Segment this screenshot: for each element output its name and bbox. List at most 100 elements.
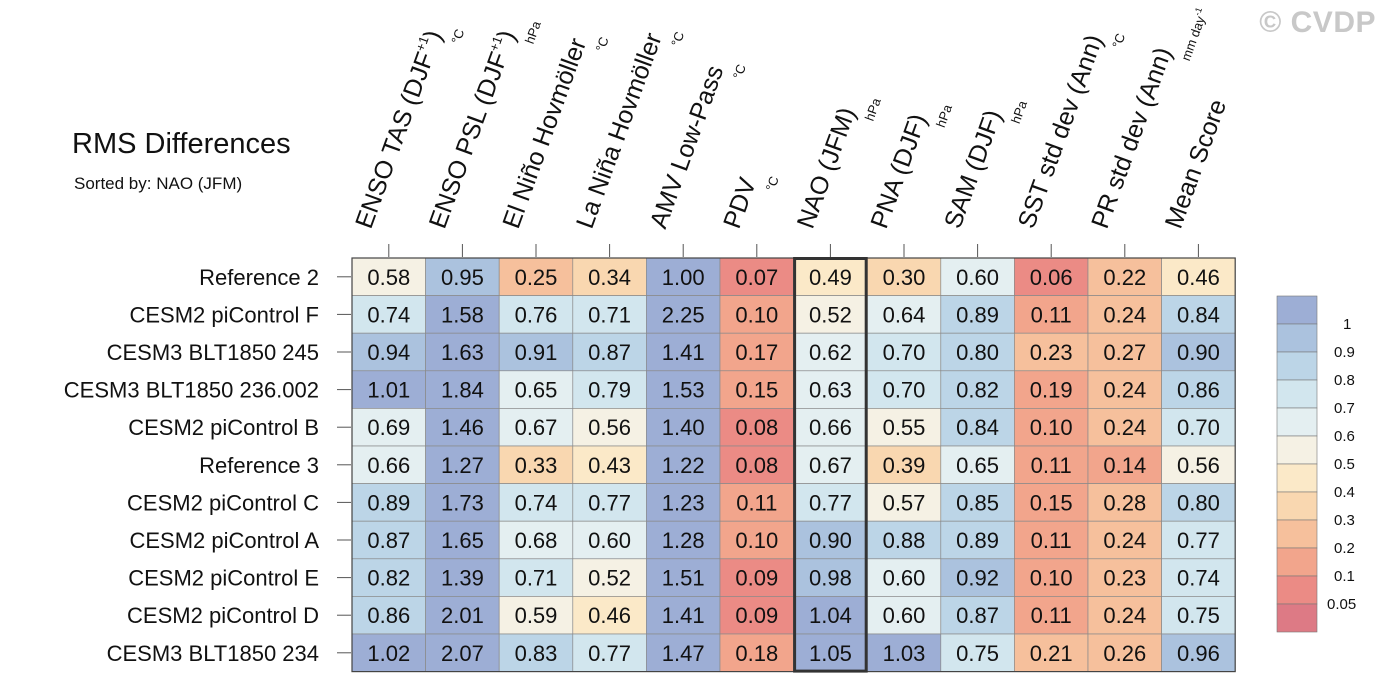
column-header: PDV °C <box>718 174 782 232</box>
heatmap-cell <box>793 520 868 560</box>
cell-value: 1.73 <box>441 490 484 515</box>
cell-value: 1.63 <box>441 340 484 365</box>
svg-text:Mean Score: Mean Score <box>1160 96 1232 232</box>
colorbar-swatch <box>1276 379 1318 409</box>
heatmap-cell <box>866 520 942 560</box>
cell-value: 1.01 <box>367 378 410 403</box>
heatmap-cell <box>646 445 721 484</box>
heatmap-cell <box>646 332 721 372</box>
heatmap-cell <box>351 445 426 484</box>
heatmap-cell <box>940 332 1015 372</box>
colorbar-label: 0.7 <box>1334 400 1355 417</box>
heatmap-cell <box>1087 370 1162 409</box>
cell-value: 0.95 <box>441 265 484 290</box>
cell-value: 0.30 <box>883 265 926 290</box>
svg-text:PDV: PDV <box>718 174 762 232</box>
heatmap-cell <box>572 558 647 597</box>
heatmap-cell <box>1014 408 1089 447</box>
heatmap-cell <box>572 633 647 672</box>
cell-value: 1.65 <box>441 528 484 553</box>
heatmap-cell <box>425 483 500 522</box>
cell-value: 0.80 <box>1177 490 1220 515</box>
heatmap-cell <box>498 633 574 672</box>
heatmap-cell <box>1014 445 1089 484</box>
cell-value: 0.52 <box>809 302 852 327</box>
cell-value: 0.77 <box>588 490 631 515</box>
cell-value: 0.87 <box>367 528 410 553</box>
row-label: CESM3 BLT1850 245 <box>107 340 319 365</box>
heatmap-cell <box>1014 332 1089 372</box>
row-label: CESM2 piControl D <box>127 603 319 628</box>
cell-value: 0.74 <box>1177 566 1220 591</box>
cell-value: 0.89 <box>367 490 410 515</box>
row-label: Reference 3 <box>199 453 319 478</box>
cell-value: 0.10 <box>1030 415 1073 440</box>
cell-value: 0.09 <box>735 603 778 628</box>
heatmap-cell <box>940 596 1015 635</box>
heatmap-cell <box>1087 633 1162 672</box>
cell-value: 0.77 <box>588 641 631 666</box>
cell-value: 0.70 <box>1177 415 1220 440</box>
cell-value: 0.83 <box>515 641 558 666</box>
cell-value: 1.22 <box>662 453 705 478</box>
heatmap-cell <box>572 408 647 447</box>
cell-value: 0.64 <box>883 302 926 327</box>
column-unit: °C <box>763 174 782 193</box>
cell-value: 0.46 <box>1177 265 1220 290</box>
column-unit: hPa <box>933 102 955 130</box>
heatmap-cell <box>351 408 426 447</box>
heatmap-cell <box>572 257 647 296</box>
cell-value: 1.28 <box>662 528 705 553</box>
cell-value: 0.10 <box>735 528 778 553</box>
cell-value: 1.02 <box>367 641 410 666</box>
cell-value: 1.39 <box>441 566 484 591</box>
cell-value: 0.18 <box>735 641 778 666</box>
cell-value: 0.96 <box>1177 641 1220 666</box>
cell-value: 0.24 <box>1103 415 1146 440</box>
heatmap-cell <box>1014 370 1089 409</box>
cell-value: 2.07 <box>441 641 484 666</box>
cell-value: 0.28 <box>1103 490 1146 515</box>
cell-value: 0.98 <box>809 566 852 591</box>
cell-value: 0.82 <box>956 378 999 403</box>
row-label: CESM2 piControl A <box>129 528 319 553</box>
heatmap-cell <box>1161 295 1236 334</box>
heatmap-cell <box>719 596 794 635</box>
colorbar-swatch <box>1276 491 1318 521</box>
cell-value: 1.23 <box>662 490 705 515</box>
cell-value: 1.84 <box>441 378 484 403</box>
cell-value: 0.60 <box>883 603 926 628</box>
cell-value: 0.71 <box>588 302 631 327</box>
cell-value: 1.53 <box>662 378 705 403</box>
cell-value: 0.82 <box>367 566 410 591</box>
cell-value: 0.90 <box>809 528 852 553</box>
cell-value: 0.55 <box>883 415 926 440</box>
cell-value: 0.62 <box>809 340 852 365</box>
row-label: CESM2 piControl C <box>127 490 319 515</box>
cell-value: 0.11 <box>1031 453 1072 478</box>
cell-value: 0.21 <box>1030 641 1073 666</box>
cell-value: 0.67 <box>809 453 852 478</box>
cell-value: 0.15 <box>735 378 778 403</box>
colorbar-swatch <box>1276 463 1318 493</box>
cell-value: 0.65 <box>956 453 999 478</box>
heatmap-cell <box>866 257 942 296</box>
heatmap-cell <box>940 633 1015 672</box>
column-unit: °C <box>1109 31 1128 50</box>
colorbar-label: 0.5 <box>1334 456 1355 473</box>
colorbar-swatch <box>1276 407 1318 437</box>
cell-value: 0.11 <box>736 490 777 515</box>
cell-value: 0.70 <box>883 340 926 365</box>
heatmap-cell <box>940 408 1015 447</box>
heatmap-cell <box>1161 483 1236 522</box>
cell-value: 0.66 <box>809 415 852 440</box>
heatmap-cell <box>1014 558 1089 597</box>
heatmap-cell <box>1087 408 1162 447</box>
cell-value: 0.90 <box>1177 340 1220 365</box>
cell-value: 0.75 <box>1177 603 1220 628</box>
heatmap-cell <box>572 295 647 334</box>
colorbar-label: 0.05 <box>1327 596 1356 613</box>
cell-value: 0.88 <box>883 528 926 553</box>
heatmap-cell <box>1161 370 1236 409</box>
cell-value: 0.58 <box>367 265 410 290</box>
